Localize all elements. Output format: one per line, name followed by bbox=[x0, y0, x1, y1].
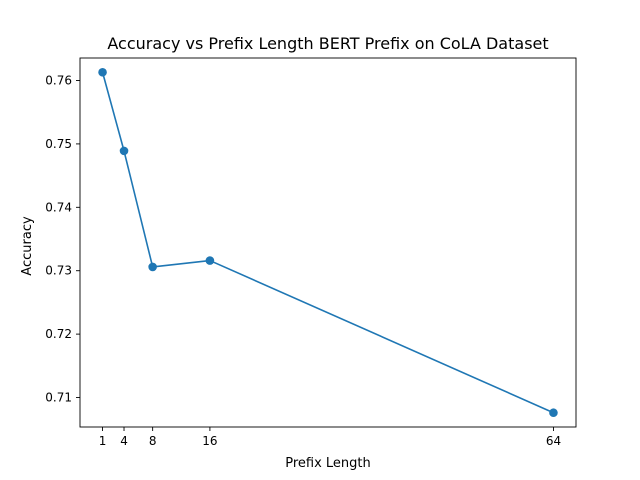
x-tick-label: 1 bbox=[99, 434, 107, 448]
y-tick-label: 0.74 bbox=[45, 200, 72, 214]
x-axis-label: Prefix Length bbox=[285, 456, 371, 471]
y-tick-label: 0.71 bbox=[45, 391, 72, 405]
data-point bbox=[549, 408, 558, 418]
y-tick-label: 0.76 bbox=[45, 74, 72, 88]
axes-frame bbox=[79, 57, 577, 428]
data-point bbox=[205, 256, 215, 265]
data-point bbox=[148, 262, 157, 272]
chart-title: Accuracy vs Prefix Length BERT Prefix on… bbox=[107, 34, 548, 53]
y-axis-label: Accuracy bbox=[20, 216, 35, 276]
x-tick-label: 8 bbox=[149, 434, 157, 448]
y-tick-label: 0.75 bbox=[45, 137, 72, 151]
x-tick-label: 64 bbox=[546, 434, 561, 448]
x-tick-label: 16 bbox=[202, 434, 217, 448]
x-tick-label: 4 bbox=[120, 434, 128, 448]
plot-area: 1 4 8 16 64 0.71 0.72 0.73 0.74 0.75 0.76 bbox=[45, 57, 577, 448]
data-point bbox=[98, 67, 107, 77]
y-tick-label: 0.72 bbox=[45, 327, 72, 341]
data-point bbox=[119, 146, 129, 156]
y-tick-label: 0.73 bbox=[45, 264, 72, 278]
